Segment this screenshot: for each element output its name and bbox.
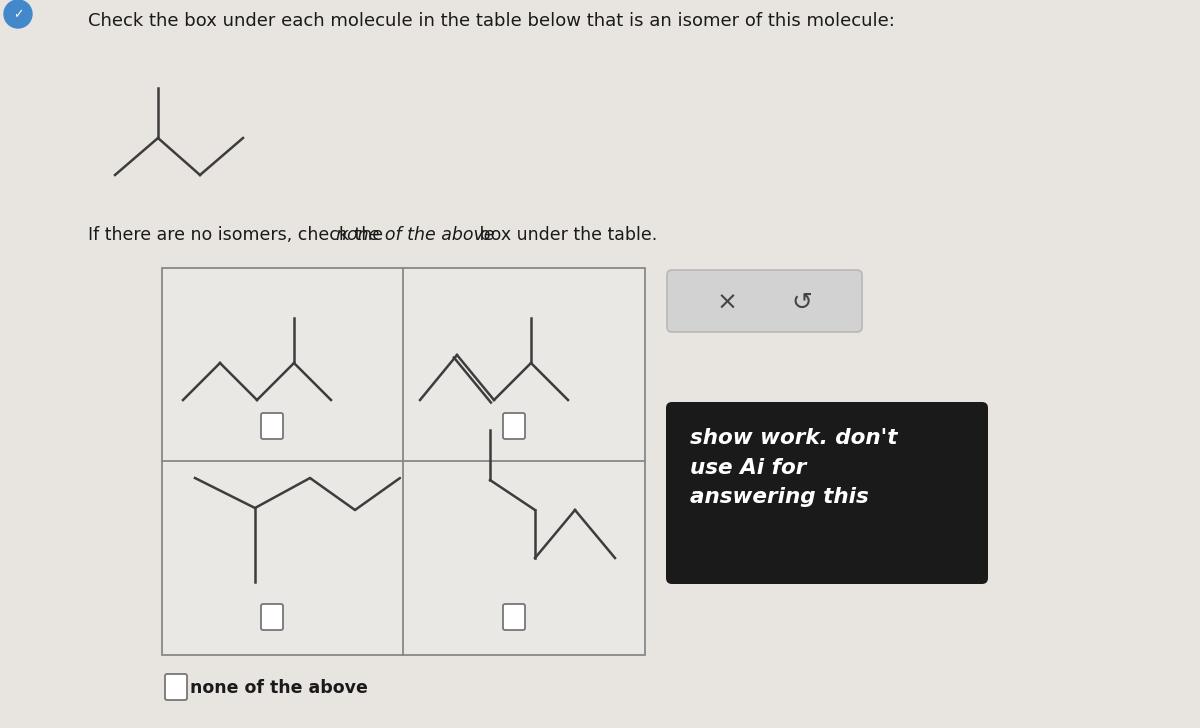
Text: If there are no isomers, check the: If there are no isomers, check the: [88, 226, 389, 244]
Bar: [162, 268, 646, 655]
Text: ↺: ↺: [791, 291, 812, 315]
FancyBboxPatch shape: [262, 413, 283, 439]
Text: show work. don't
use Ai for
answering this: show work. don't use Ai for answering th…: [690, 428, 898, 507]
Text: box under the table.: box under the table.: [474, 226, 658, 244]
Circle shape: [4, 0, 32, 28]
FancyBboxPatch shape: [503, 413, 526, 439]
FancyBboxPatch shape: [667, 270, 862, 332]
Text: ✓: ✓: [13, 9, 23, 22]
Text: ×: ×: [718, 291, 738, 315]
FancyBboxPatch shape: [503, 604, 526, 630]
FancyBboxPatch shape: [166, 674, 187, 700]
FancyBboxPatch shape: [262, 604, 283, 630]
Text: Check the box under each molecule in the table below that is an isomer of this m: Check the box under each molecule in the…: [88, 12, 895, 30]
Text: none of the above: none of the above: [336, 226, 494, 244]
FancyBboxPatch shape: [666, 402, 988, 584]
Text: none of the above: none of the above: [190, 679, 368, 697]
